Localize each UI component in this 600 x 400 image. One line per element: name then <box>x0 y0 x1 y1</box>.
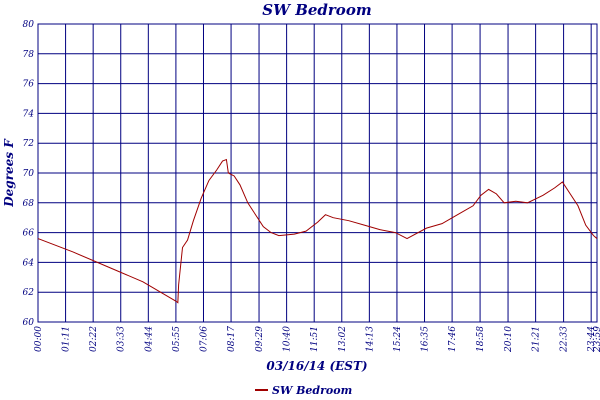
y-tick-label: 76 <box>23 80 35 90</box>
data-line <box>37 158 598 304</box>
x-tick-label: 21:21 <box>532 326 542 353</box>
x-tick-label: 07:06 <box>199 326 209 352</box>
x-tick-label: 23:44 <box>587 326 597 353</box>
y-tick-label: 62 <box>23 288 35 298</box>
chart-title: SW Bedroom <box>262 1 371 19</box>
x-tick-label: 15:24 <box>393 326 403 352</box>
x-tick-label: 16:35 <box>421 326 431 352</box>
y-tick-label: 64 <box>23 258 35 268</box>
y-tick-label: 74 <box>23 109 35 119</box>
x-axis-label: 03/16/14 (EST) <box>266 359 367 373</box>
y-tick-label: 72 <box>23 139 35 149</box>
y-tick-label: 78 <box>23 50 35 60</box>
x-tick-label: 09:29 <box>255 326 265 352</box>
x-tick-label: 18:58 <box>476 326 486 352</box>
y-tick-label: 80 <box>23 20 35 30</box>
x-tick-label: 05:55 <box>172 326 182 352</box>
legend-label: SW Bedroom <box>272 384 352 397</box>
x-tick-label: 10:40 <box>283 326 293 352</box>
y-tick-label: 60 <box>23 318 35 328</box>
y-axis-label: Degrees F <box>2 138 16 208</box>
x-tick-label: 02:22 <box>89 326 99 352</box>
x-tick-label: 22:33 <box>560 326 570 353</box>
x-tick-label: 00:00 <box>34 326 44 352</box>
x-tick-label: 01:11 <box>62 326 72 352</box>
x-tick-label: 04:44 <box>144 326 154 352</box>
y-tick-label: 68 <box>23 199 35 209</box>
x-tick-label: 13:02 <box>338 326 348 352</box>
y-tick-label: 66 <box>23 229 35 239</box>
x-tick-label: 23:59 <box>593 326 600 353</box>
x-tick-label: 11:51 <box>310 326 320 352</box>
x-tick-label: 20:10 <box>504 326 514 353</box>
x-tick-label: 14:13 <box>365 326 375 352</box>
x-tick-label: 17:46 <box>448 326 458 352</box>
y-tick-label: 70 <box>23 169 35 179</box>
x-tick-label: 03:33 <box>117 326 127 352</box>
plot-frame <box>37 23 598 323</box>
x-tick-label: 08:17 <box>227 326 237 352</box>
